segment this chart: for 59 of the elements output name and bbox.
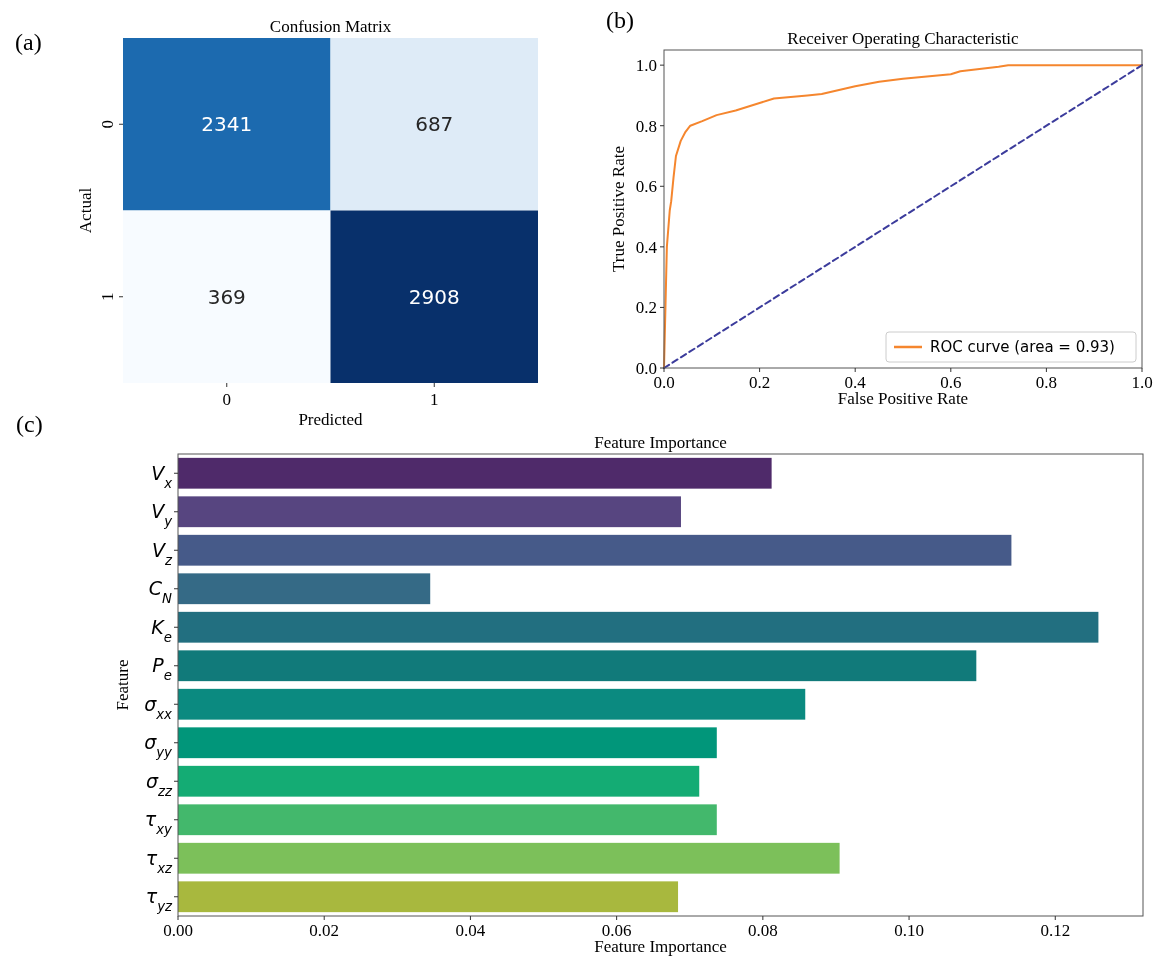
- text: (a): [15, 29, 42, 55]
- data-label: 687: [415, 112, 454, 137]
- x-tick-label: 0.2: [748, 373, 771, 392]
- chart-title: Confusion Matrix: [269, 17, 392, 36]
- x-axis-title: False Positive Rate: [837, 389, 969, 408]
- y-tick-label: σ$_{yy}$: [144, 731, 174, 760]
- x-tick-label: 0.10: [894, 921, 924, 940]
- data-label: 369: [207, 284, 246, 309]
- bar: [178, 727, 717, 759]
- x-axis-title: Predicted: [298, 410, 364, 429]
- x-tick-label: 1.0: [1131, 373, 1153, 392]
- bar: [178, 650, 977, 682]
- y-tick-label: σ$_{xx}$: [144, 692, 173, 722]
- x-tick-label: 0.02: [309, 921, 340, 940]
- x-tick-label: 0.06: [601, 921, 632, 940]
- x-tick-label: 0.12: [1040, 921, 1071, 940]
- data-label: 2908: [408, 284, 460, 309]
- x-tick-label: 0.04: [455, 921, 486, 940]
- y-tick-label: 0.6: [635, 177, 657, 197]
- x-tick-label: 0.8: [1035, 373, 1058, 392]
- data-label: 2341: [201, 112, 253, 137]
- y-tick-label: 0.8: [635, 116, 657, 136]
- bar: [178, 457, 772, 489]
- x-tick-label: 0.00: [163, 921, 193, 940]
- chart-title: Feature Importance: [594, 433, 727, 452]
- bar: [178, 496, 681, 528]
- x-tick-label: 0.08: [747, 921, 778, 940]
- y-tick-label: C$_{N}$: [148, 577, 173, 606]
- y-tick-label: τ$_{yz}$: [145, 885, 174, 914]
- bar: [178, 611, 1099, 643]
- x-tick-label: 0.4: [844, 373, 867, 392]
- x-axis-title: Feature Importance: [594, 937, 727, 956]
- bar: [178, 842, 840, 874]
- bar: [178, 688, 806, 720]
- y-tick-label: σ$_{zz}$: [145, 769, 174, 799]
- line-series: [663, 64, 1143, 369]
- text: (b): [606, 7, 634, 33]
- y-tick-label: V$_{y}$: [151, 500, 174, 529]
- legend-label: ROC curve (area = 0.93): [930, 338, 1115, 357]
- y-tick-label: 0.4: [635, 237, 658, 257]
- bar: [178, 881, 679, 913]
- bar: [178, 534, 1012, 566]
- x-tick-label: 0.6: [940, 373, 962, 392]
- y-tick-label: P$_{e}$: [152, 654, 172, 683]
- y-axis-title: True Positive Rate: [609, 146, 628, 272]
- y-tick-label: τ$_{xz}$: [145, 846, 174, 876]
- text: (c): [16, 411, 43, 437]
- bar: [178, 765, 700, 797]
- y-tick-label: K$_{e}$: [151, 615, 172, 645]
- y-tick-label: τ$_{xy}$: [144, 808, 174, 837]
- y-axis-title: Actual: [76, 187, 95, 234]
- bar: [178, 804, 717, 836]
- y-tick-label: 1.0: [635, 56, 657, 76]
- bar: [178, 573, 431, 605]
- y-axis-title: Feature: [113, 659, 132, 711]
- y-tick-label: V$_{x}$: [151, 461, 173, 491]
- y-tick-label: 0.2: [635, 298, 657, 318]
- y-tick-label: V$_{z}$: [152, 538, 174, 568]
- chart-title: Receiver Operating Characteristic: [787, 29, 1020, 48]
